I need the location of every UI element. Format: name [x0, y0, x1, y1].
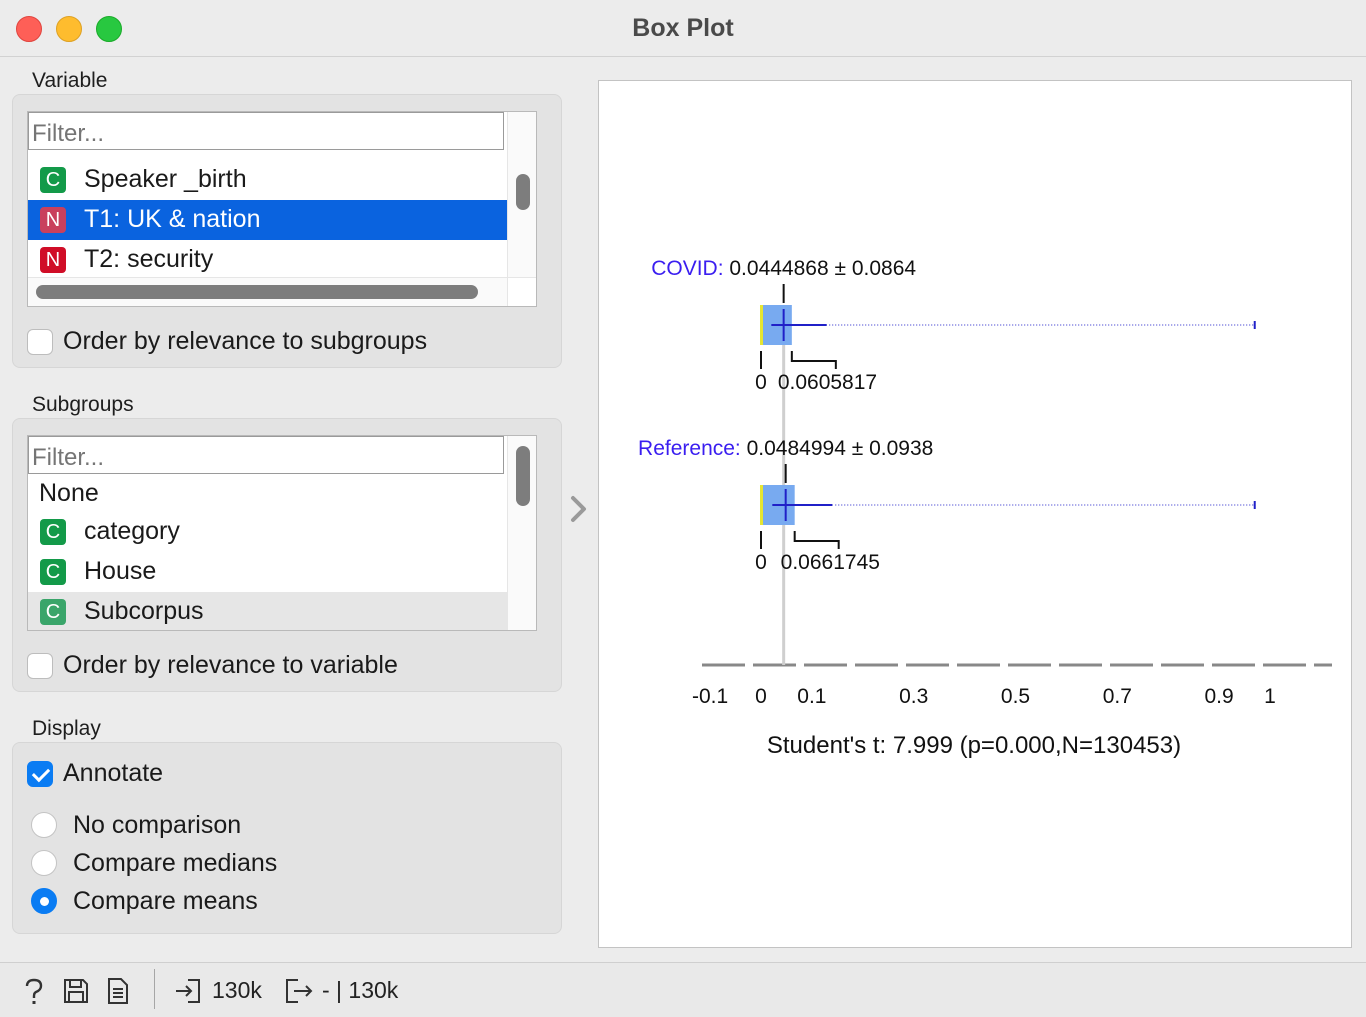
zoom-window-button[interactable] [96, 16, 122, 42]
list-item-label: None [39, 479, 99, 507]
variable-horizontal-scrollbar[interactable] [28, 277, 508, 306]
compare-means-radio[interactable]: Compare means [31, 887, 331, 917]
radio-label: Compare means [73, 887, 258, 915]
output-data-icon [284, 977, 314, 1010]
subgroup-item-house[interactable]: C House [28, 552, 508, 592]
variable-filter-input[interactable] [28, 112, 504, 150]
order-by-relevance-variable-checkbox[interactable]: Order by relevance to variable [27, 651, 527, 683]
x-tick-label: 0.5 [1001, 685, 1030, 708]
checkbox-box[interactable] [27, 761, 53, 787]
checkbox-label: Annotate [63, 759, 164, 787]
q3-label: 0.0661745 [781, 551, 880, 574]
scroll-corner [507, 277, 536, 306]
continuous-badge-icon: C [40, 559, 66, 585]
series-median-marker [760, 305, 763, 345]
variable-item-speaker-birth[interactable]: C Speaker _birth [28, 160, 508, 200]
input-count: 130k [212, 977, 262, 1003]
window-title: Box Plot [632, 14, 734, 42]
x-tick-label: 0.7 [1103, 685, 1132, 708]
variable-list[interactable]: C Speaker _birth N T1: UK & nation N T2:… [27, 111, 537, 307]
list-item-label: T2: security [84, 245, 214, 273]
q3-label-leader [790, 351, 837, 369]
median-label: 0 [755, 371, 767, 394]
annotate-checkbox[interactable]: Annotate [27, 759, 327, 791]
continuous-badge-icon: C [40, 167, 66, 193]
variable-section-label: Variable [32, 69, 108, 92]
variable-vertical-scrollbar[interactable] [507, 112, 536, 278]
save-icon[interactable] [62, 977, 90, 1010]
output-count: - | 130k [322, 977, 399, 1003]
series-median-marker [760, 485, 763, 525]
order-by-relevance-subgroups-checkbox[interactable]: Order by relevance to subgroups [27, 327, 527, 359]
q3-label-leader [793, 531, 840, 549]
display-group: Annotate No comparison Compare medians C… [12, 742, 562, 934]
list-item-label: House [84, 557, 157, 585]
status-separator [154, 969, 155, 1009]
subgroups-group: None C category C House C Subcorpus Orde… [12, 418, 562, 692]
x-tick-label: 1 [1264, 685, 1276, 708]
close-window-button[interactable] [16, 16, 42, 42]
box-plot-chart: -0.1 0 0.1 0.3 0.5 0.7 0.9 1 COVID: 0.0444868 ± … [638, 257, 1332, 759]
subgroups-vertical-scrollbar[interactable] [507, 436, 536, 630]
continuous-badge-icon: C [40, 599, 66, 625]
subgroups-list[interactable]: None C category C House C Subcorpus [27, 435, 537, 631]
comparison-statistic-label: Student's t: 7.999 (p=0.000,N=130453) [767, 732, 1181, 759]
report-icon[interactable] [106, 977, 130, 1010]
checkbox-label: Order by relevance to subgroups [63, 327, 428, 355]
checkbox-label: Order by relevance to variable [63, 651, 398, 679]
variable-item-t2-security[interactable]: N T2: security [28, 240, 508, 280]
radio-circle[interactable] [31, 812, 57, 838]
series-mean-label: COVID: 0.0444868 ± 0.0864 [651, 257, 916, 280]
series-mean-label: Reference: 0.0484994 ± 0.0938 [638, 437, 933, 460]
checkbox-box[interactable] [27, 653, 53, 679]
x-tick-label: 0.9 [1204, 685, 1233, 708]
nominal-badge-icon: N [40, 247, 66, 273]
x-tick-label: 0 [755, 685, 767, 708]
scrollbar-thumb[interactable] [36, 285, 478, 299]
x-tick-label: 0.3 [899, 685, 928, 708]
list-item-label: Subcorpus [84, 597, 204, 625]
subgroups-filter-input[interactable] [28, 436, 504, 474]
status-bar: 130k - | 130k [0, 962, 1366, 1017]
scrollbar-thumb[interactable] [516, 174, 530, 210]
x-tick-label: 0.1 [797, 685, 826, 708]
no-comparison-radio[interactable]: No comparison [31, 811, 331, 841]
subgroup-item-none[interactable]: None [28, 474, 508, 514]
scrollbar-thumb[interactable] [516, 446, 530, 506]
title-bar: Box Plot [0, 0, 1366, 57]
compare-medians-radio[interactable]: Compare medians [31, 849, 331, 879]
minimize-window-button[interactable] [56, 16, 82, 42]
collapse-panel-chevron-icon[interactable] [568, 494, 590, 529]
x-tick-label: -0.1 [692, 685, 728, 708]
radio-circle[interactable] [31, 850, 57, 876]
subgroup-item-subcorpus[interactable]: C Subcorpus [28, 592, 508, 630]
display-section-label: Display [32, 717, 101, 740]
list-item-label: T1: UK & nation [84, 205, 261, 233]
nominal-badge-icon: N [40, 207, 66, 233]
variable-group: C Speaker _birth N T1: UK & nation N T2:… [12, 94, 562, 368]
radio-circle[interactable] [31, 888, 57, 914]
radio-label: Compare medians [73, 849, 278, 877]
input-data-icon [174, 977, 202, 1010]
list-item-label: category [84, 517, 180, 545]
radio-label: No comparison [73, 811, 242, 839]
box-plot-canvas[interactable]: -0.1 0 0.1 0.3 0.5 0.7 0.9 1 COVID: 0.0444868 ± … [598, 80, 1352, 948]
checkbox-box[interactable] [27, 329, 53, 355]
subgroup-item-category[interactable]: C category [28, 512, 508, 552]
list-item-label: Speaker _birth [84, 165, 247, 193]
continuous-badge-icon: C [40, 519, 66, 545]
q3-label: 0.0605817 [778, 371, 877, 394]
median-label: 0 [755, 551, 767, 574]
help-icon[interactable] [22, 977, 46, 1012]
variable-item-t1-uk-nation[interactable]: N T1: UK & nation [28, 200, 508, 240]
subgroups-section-label: Subgroups [32, 393, 134, 416]
